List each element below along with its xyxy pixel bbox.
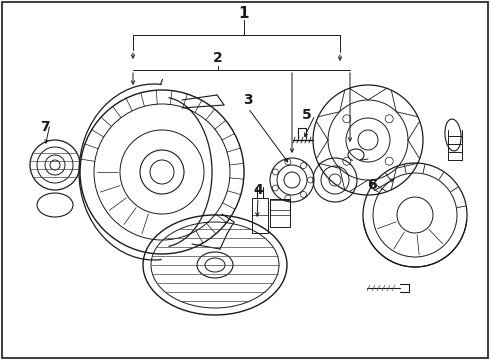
Text: 2: 2 [213, 51, 223, 65]
Bar [252, 198, 268, 233]
Text: 4: 4 [253, 183, 263, 197]
Bar [270, 200, 290, 210]
Bar [270, 199, 290, 227]
Text: 1: 1 [239, 5, 249, 21]
Text: 7: 7 [40, 120, 50, 134]
Text: 3: 3 [243, 93, 253, 107]
Text: 6: 6 [367, 178, 377, 192]
Text: 5: 5 [302, 108, 312, 122]
